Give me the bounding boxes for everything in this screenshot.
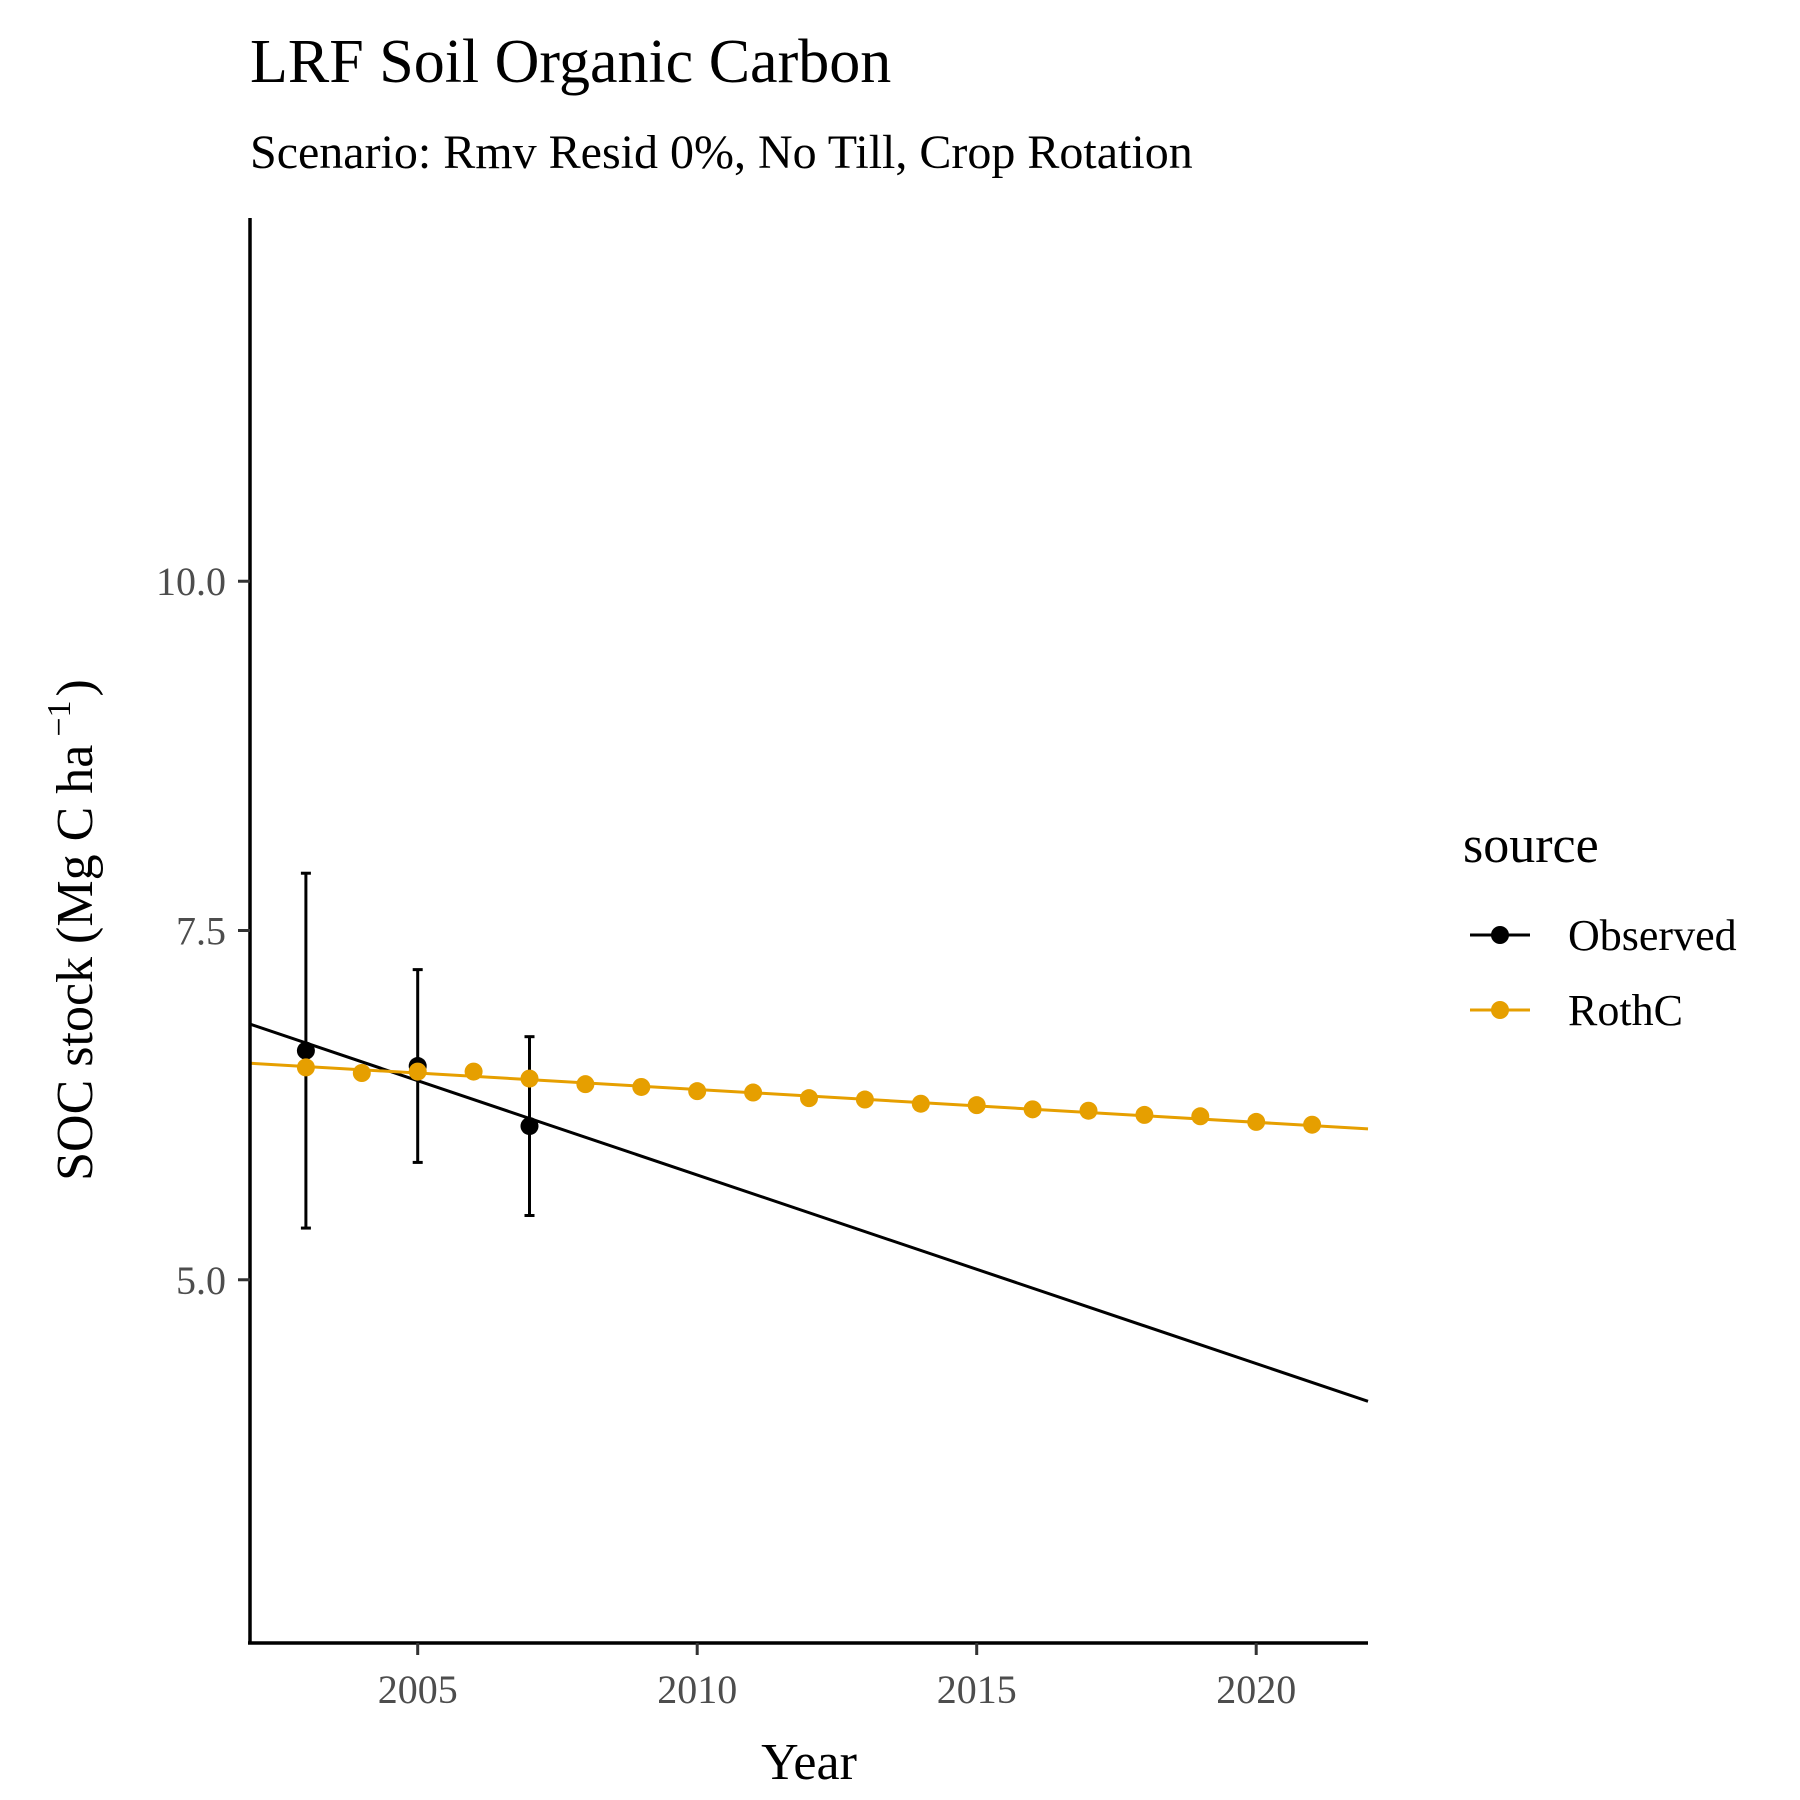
point-rothc (1023, 1100, 1042, 1119)
x-tick-label: 2005 (378, 1667, 458, 1712)
point-rothc (352, 1064, 371, 1082)
point-rothc (800, 1089, 818, 1108)
chart-subtitle: Scenario: Rmv Resid 0%, No Till, Crop Ro… (250, 126, 1193, 179)
y-tick-label: 7.5 (176, 909, 226, 954)
point-rothc (408, 1062, 427, 1081)
point-rothc (296, 1058, 315, 1077)
point-rothc (855, 1090, 874, 1109)
legend-label-rothc: RothC (1568, 986, 1683, 1035)
y-tick-label: 5.0 (176, 1258, 226, 1303)
x-tick-label: 2010 (657, 1667, 737, 1712)
point-rothc (1247, 1112, 1266, 1131)
point-observed (520, 1117, 539, 1136)
point-rothc (688, 1082, 707, 1101)
point-rothc (632, 1077, 651, 1096)
legend-key-point (1491, 1001, 1509, 1019)
point-rothc (576, 1075, 595, 1094)
point-rothc (464, 1062, 483, 1081)
y-axis-title: SOC stock (Mg C ha −1) (41, 679, 104, 1181)
point-rothc (744, 1083, 763, 1102)
point-rothc (1303, 1115, 1322, 1134)
legend-label-observed: Observed (1568, 911, 1737, 960)
x-tick-label: 2015 (937, 1667, 1017, 1712)
chart-title: LRF Soil Organic Carbon (250, 28, 891, 96)
point-rothc (967, 1096, 986, 1115)
series-observed (249, 871, 1369, 1403)
y-axis-ticks: 5.0 7.5 10.0 (156, 559, 250, 1303)
y-axis-title-close: ) (47, 679, 104, 696)
x-tick-label: 2020 (1216, 1667, 1296, 1712)
series-rothc (249, 1058, 1369, 1134)
legend-item-rothc: RothC (1470, 986, 1683, 1035)
point-rothc (1079, 1101, 1098, 1120)
legend-title: source (1463, 817, 1599, 874)
legend: source Observed RothC (1463, 817, 1737, 1035)
y-axis-title-superscript: −1 (41, 700, 78, 736)
x-axis-title: Year (761, 1734, 857, 1791)
y-axis-title-main: SOC stock (Mg C ha (47, 745, 104, 1181)
x-axis-ticks: 2005 2010 2015 2020 (378, 1643, 1296, 1712)
legend-key-point (1491, 926, 1509, 944)
plot-area (249, 871, 1369, 1403)
point-rothc (1135, 1105, 1154, 1124)
trend-line-observed (249, 1022, 1369, 1403)
point-rothc (911, 1094, 930, 1113)
legend-item-observed: Observed (1470, 911, 1737, 960)
point-observed (296, 1041, 315, 1060)
point-rothc (1191, 1107, 1210, 1126)
y-tick-label: 10.0 (156, 559, 226, 604)
point-rothc (520, 1069, 539, 1088)
